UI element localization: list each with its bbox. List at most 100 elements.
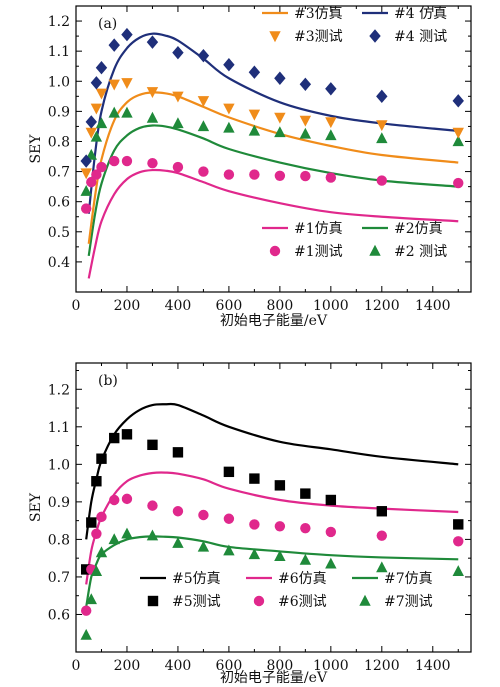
data-point <box>248 124 261 136</box>
data-point <box>147 500 158 511</box>
data-point <box>172 161 184 173</box>
data-point <box>299 77 312 91</box>
series-line-n2仿真 <box>87 124 459 257</box>
y-tick-label: 0.4 <box>48 255 70 271</box>
data-point <box>80 184 92 196</box>
data-point <box>453 177 464 189</box>
data-point <box>86 517 97 528</box>
data-point <box>197 48 210 63</box>
data-point <box>223 544 235 556</box>
legend-label: #7测试 <box>384 594 433 610</box>
data-point <box>95 61 108 75</box>
data-point <box>109 494 120 506</box>
data-point <box>146 111 159 123</box>
data-point <box>121 155 133 167</box>
data-point <box>96 161 107 173</box>
y-tick-label: 0.8 <box>48 532 70 548</box>
data-point <box>452 127 464 139</box>
data-point <box>198 166 209 177</box>
data-point <box>80 154 92 168</box>
data-point <box>376 89 388 104</box>
data-point <box>325 117 337 129</box>
legend-marker-swatch <box>369 29 381 43</box>
y-tick-label: 0.6 <box>48 607 70 623</box>
data-point <box>85 127 97 139</box>
legend-label: #5仿真 <box>172 571 221 587</box>
y-tick-label: 0.6 <box>48 195 70 211</box>
data-point <box>95 117 108 129</box>
legend-bottom-right: #1仿真 #2仿真 #1测试 #2 测试 <box>262 221 447 260</box>
data-point <box>453 519 464 530</box>
data-point <box>274 550 286 561</box>
x-tick-label: 600 <box>216 298 243 314</box>
data-point <box>249 473 260 484</box>
data-point <box>90 103 103 115</box>
data-point <box>147 157 158 169</box>
data-point <box>325 172 337 183</box>
x-tick-label: 200 <box>114 298 141 314</box>
legend-marker-swatch <box>369 244 381 256</box>
legend-label: #2 测试 <box>394 244 447 260</box>
series-line-n6仿真 <box>85 471 459 585</box>
x-tick-label: 800 <box>267 298 294 314</box>
data-point <box>91 169 102 180</box>
data-point <box>300 170 311 182</box>
legend-label: #2仿真 <box>394 221 443 237</box>
data-point <box>376 132 388 144</box>
x-axis-label: 初始电子能量/eV <box>220 669 328 686</box>
data-point <box>300 522 311 534</box>
data-point <box>90 76 103 90</box>
data-point <box>96 511 107 523</box>
y-axis-label: SEY <box>28 492 44 522</box>
y-tick-label: 0.8 <box>48 134 70 150</box>
data-point <box>85 115 97 129</box>
data-point <box>109 155 120 167</box>
data-point <box>121 493 133 505</box>
data-point <box>325 557 337 569</box>
y-tick-label: 1.1 <box>48 44 70 60</box>
legend-label: #3测试 <box>294 29 343 45</box>
data-point <box>223 466 235 478</box>
data-point <box>274 71 286 85</box>
data-point <box>376 120 388 132</box>
data-point <box>223 121 235 133</box>
y-tick-label: 1.0 <box>48 74 70 90</box>
legend-marker-swatch <box>147 595 159 607</box>
data-point <box>95 88 108 100</box>
legend-label: #7仿真 <box>384 571 433 587</box>
series-points-n4测试 <box>80 27 464 168</box>
data-point <box>80 203 92 214</box>
data-point <box>147 439 158 451</box>
data-point <box>452 565 464 577</box>
x-tick-label: 200 <box>114 658 141 674</box>
legend-bottom-right: #5仿真 #6仿真 #7仿真 #5测试 #6测试 #7测试 <box>140 571 433 610</box>
data-point <box>249 519 260 530</box>
y-tick-label: 0.7 <box>48 570 70 586</box>
series-points-n7测试 <box>80 527 464 640</box>
plot-frame <box>75 362 472 653</box>
legend-top-right: #3仿真 #4 仿真 #3测试 #4 测试 <box>262 6 447 45</box>
data-point <box>172 117 184 129</box>
data-point <box>91 476 102 487</box>
x-tick-label: 1200 <box>364 298 400 314</box>
y-tick-label: 0.9 <box>48 495 70 511</box>
data-point <box>121 429 133 440</box>
data-point <box>172 447 184 458</box>
x-tick-label: 1000 <box>313 298 349 314</box>
data-point <box>108 79 120 91</box>
data-point <box>80 605 92 616</box>
data-point <box>249 169 260 180</box>
data-point <box>96 453 107 464</box>
data-point <box>376 506 388 517</box>
data-point <box>197 540 210 552</box>
data-point <box>172 45 184 60</box>
data-point <box>198 509 209 521</box>
data-point <box>325 526 337 538</box>
panel-a: 0 200 400 600 800 1000 1200 1400 0.4 0.5 0.6 0.7 0.8… <box>28 5 472 329</box>
data-point <box>274 112 286 124</box>
data-point <box>108 38 120 52</box>
data-point <box>376 561 388 573</box>
data-point <box>121 78 133 89</box>
data-point <box>172 91 184 103</box>
